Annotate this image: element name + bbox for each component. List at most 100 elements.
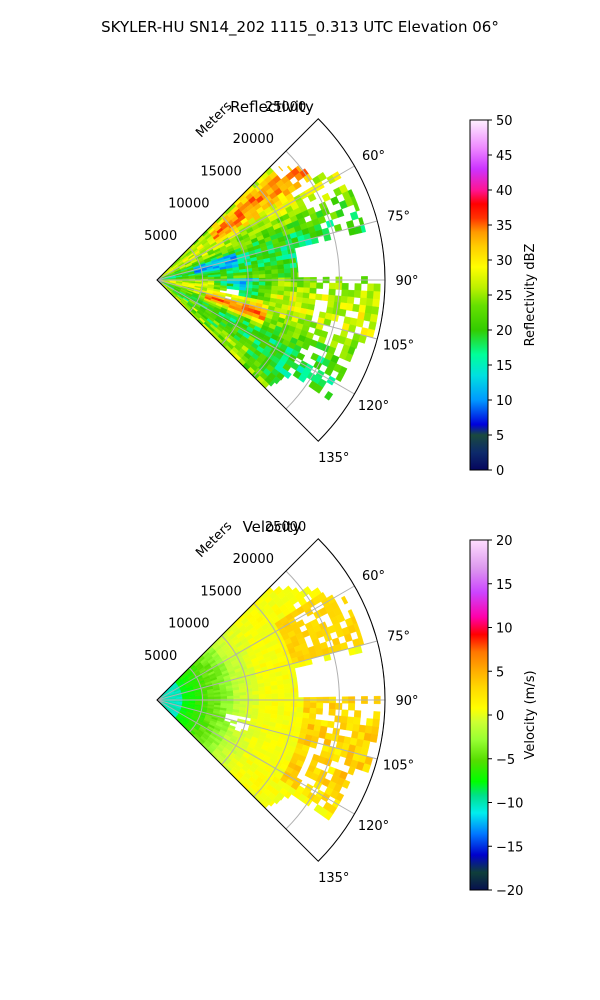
data-cell xyxy=(220,276,228,280)
data-cell xyxy=(313,384,324,394)
angle-tick-label: 90° xyxy=(395,694,418,709)
data-cell xyxy=(316,702,324,709)
colorbar-tick-label: 5 xyxy=(496,429,504,444)
data-cell xyxy=(277,281,285,287)
data-cell xyxy=(361,763,371,774)
data-cell xyxy=(315,708,323,715)
data-cell xyxy=(283,286,292,292)
data-cell xyxy=(252,274,260,279)
data-cell xyxy=(275,791,285,801)
data-cell xyxy=(335,208,345,218)
data-cell xyxy=(270,684,279,691)
data-cell xyxy=(347,766,356,776)
data-cell xyxy=(271,701,279,707)
data-cell xyxy=(328,288,336,296)
data-cell xyxy=(286,165,293,172)
data-cell xyxy=(246,274,253,279)
data-cell xyxy=(330,313,339,322)
data-cell xyxy=(278,165,284,172)
velocity-panel: 60° 75° 90° 105° 120° 135° 5000 10000 15000 20000… xyxy=(144,518,538,899)
colorbar-tick-label: −10 xyxy=(496,797,523,812)
data-cell xyxy=(284,702,292,708)
colorbar-tick-label: 25 xyxy=(496,289,513,304)
angle-tick-label: 60° xyxy=(362,569,385,584)
angle-tick-label: 75° xyxy=(387,209,410,224)
data-cell xyxy=(349,211,359,221)
data-cell xyxy=(233,695,241,699)
data-cell xyxy=(252,690,260,696)
data-cell xyxy=(341,779,351,789)
colorbar: 0 5 10 15 20 25 30 35 40 45 50 Reflectivity dBZ xyxy=(469,114,538,479)
data-cell xyxy=(302,292,310,299)
data-cell xyxy=(296,267,299,273)
data-cell xyxy=(277,268,285,274)
colorbar-tick-label: −5 xyxy=(496,753,515,768)
colorbar-tick-label: 10 xyxy=(496,622,513,637)
data-cell xyxy=(321,294,329,302)
data-cell xyxy=(225,293,233,298)
data-cell xyxy=(373,283,381,292)
data-cell xyxy=(346,296,355,305)
data-cell xyxy=(297,692,299,698)
data-cell xyxy=(344,352,354,363)
data-cell xyxy=(264,269,272,275)
data-cell xyxy=(347,609,355,618)
radial-tick-label: 15000 xyxy=(200,164,241,179)
colorbar-tick-label: −20 xyxy=(496,884,523,899)
data-cell xyxy=(364,725,373,735)
data-cell xyxy=(330,196,340,206)
data-cell xyxy=(353,202,360,212)
colorbar-gradient xyxy=(469,119,489,471)
data-cell xyxy=(252,281,260,286)
data-cell xyxy=(258,694,266,699)
data-cell xyxy=(233,692,241,697)
angle-tick-label: 90° xyxy=(395,274,418,289)
azimuth-spoke xyxy=(156,279,355,395)
data-cell xyxy=(303,287,311,294)
colorbar-gradient xyxy=(469,539,489,891)
azimuth-spoke xyxy=(156,279,378,340)
data-cell xyxy=(303,707,311,714)
data-cell xyxy=(358,304,367,314)
data-cell xyxy=(258,701,266,706)
colorbar-tick-label: 40 xyxy=(496,184,513,199)
data-cell xyxy=(207,276,215,280)
data-cell xyxy=(339,302,348,311)
data-cell xyxy=(268,800,275,807)
data-cell xyxy=(277,273,285,279)
data-cell xyxy=(284,371,292,380)
data-cell xyxy=(296,707,304,714)
data-cell xyxy=(239,695,247,699)
data-cell xyxy=(308,293,317,300)
data-cell xyxy=(271,273,279,279)
data-cell xyxy=(226,285,234,290)
data-cell xyxy=(309,702,317,709)
data-cell xyxy=(277,264,285,270)
data-cell xyxy=(331,753,341,763)
data-cell xyxy=(232,286,240,291)
data-cell xyxy=(372,718,380,728)
data-cell xyxy=(365,298,374,307)
data-cell xyxy=(341,283,349,291)
data-cell xyxy=(265,693,273,699)
colorbar-label: Velocity (m/s) xyxy=(523,670,538,759)
colorbar-tick-label: 20 xyxy=(496,324,513,339)
data-cell xyxy=(214,696,222,700)
data-cell xyxy=(214,276,222,280)
colorbar-tick-label: 5 xyxy=(496,665,504,680)
data-cell xyxy=(341,709,349,717)
data-cell xyxy=(327,300,335,309)
radial-tick-label: 15000 xyxy=(200,584,241,599)
data-cell xyxy=(219,287,227,292)
data-cell xyxy=(226,275,234,279)
data-cell xyxy=(327,720,335,729)
data-cell xyxy=(275,371,285,381)
angle-tick-label: 120° xyxy=(358,819,389,834)
data-cell xyxy=(245,691,253,696)
data-cell xyxy=(258,690,266,695)
angle-tick-label: 60° xyxy=(362,149,385,164)
data-cell xyxy=(284,692,292,698)
data-cell xyxy=(371,306,380,316)
data-cell xyxy=(354,283,362,291)
